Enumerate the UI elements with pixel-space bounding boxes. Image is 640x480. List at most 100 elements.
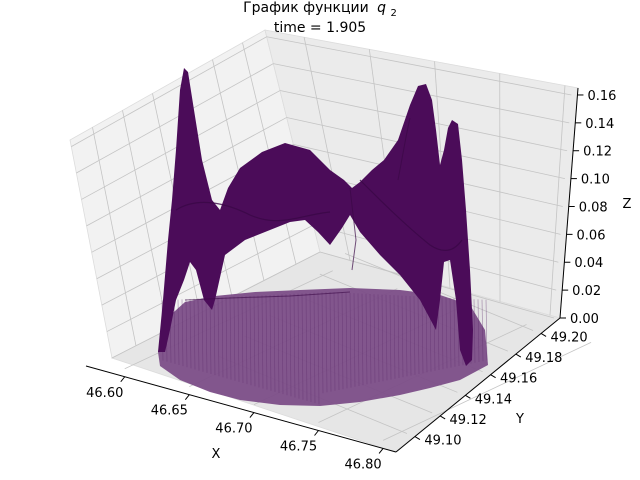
surface-base-hatch (269, 294, 272, 391)
z-tick-label: 0.10 (581, 173, 610, 188)
y-tick-label: 49.12 (450, 413, 487, 428)
z-tick-label: 0.14 (585, 117, 614, 132)
x-tick-label: 46.70 (215, 422, 252, 437)
surface-base-hatch (257, 295, 260, 388)
z-grid-line-left (76, 63, 274, 174)
surface-base-hatch (181, 299, 184, 367)
chart-title: График функции q 2 (243, 0, 397, 19)
surface-ridge-2 (359, 179, 463, 252)
x-grid-line (382, 342, 592, 441)
surface-base-hatch (253, 295, 256, 387)
surface-base-hatch (249, 295, 252, 386)
surface-base-texture (161, 291, 488, 405)
z-tick-label: 0.06 (577, 228, 606, 243)
surface-base-hatch (337, 292, 340, 391)
chart-title-variable: q (377, 0, 386, 16)
x-tick-mark (120, 376, 126, 383)
surface-base-hatch (373, 294, 376, 383)
y-tick-label: 49.14 (475, 392, 512, 407)
surface-base-hatch (397, 295, 400, 379)
surface-base-hatch (245, 296, 248, 385)
surface-base-hatch (361, 293, 364, 386)
surface-base-hatch (309, 292, 312, 403)
y-axis-label: Y (515, 412, 524, 427)
surface-base-hatch (353, 293, 356, 387)
surface-base-hatch (377, 294, 380, 383)
surface-base-hatch (357, 293, 360, 387)
surface-base-hatch (333, 292, 336, 391)
chart-title-prefix: График функции (243, 0, 369, 16)
surface-base-hatch (293, 293, 296, 398)
y-tick-label: 49.20 (550, 330, 587, 345)
y-tick-label: 49.18 (525, 351, 562, 366)
chart-title-subscript: 2 (391, 8, 397, 19)
surface-base-hatch (301, 293, 304, 400)
surface-base-hatch (381, 294, 384, 382)
surface-base-hatch (369, 293, 372, 384)
x-tick-label: 46.60 (86, 386, 123, 401)
surface-base-hatch (209, 297, 212, 375)
surface-base-hatch (237, 296, 240, 382)
surface-base-hatch (201, 298, 204, 372)
x-tick-mark (184, 394, 190, 400)
chart-subtitle: time = 1.905 (274, 20, 366, 36)
surface-ridge-4 (397, 117, 411, 181)
surface-base-hatch (297, 293, 300, 399)
surface-base-hatch (185, 299, 188, 368)
surface-base-hatch (345, 292, 348, 389)
surface-base-hatch (173, 299, 176, 364)
z-tick-label: 0.02 (572, 284, 601, 299)
x-tick-mark (249, 412, 255, 418)
surface-base-hatch (313, 292, 316, 404)
axes: 46.60 46.65 46.70 46.75 46.80 49.10 49.12 49.14… (85, 87, 616, 472)
x-axis-label: X (212, 447, 221, 462)
z-tick-label: 0.12 (583, 145, 612, 160)
surface-base-hatch (177, 299, 180, 366)
surface-main (158, 68, 473, 366)
z-tick-label: 0.08 (579, 200, 608, 215)
surface-base-hatch (285, 294, 288, 396)
surface-base-hatch (485, 299, 488, 361)
surface-base-hatch (281, 294, 284, 395)
y-tick-label: 49.16 (500, 372, 537, 387)
z-tick-label: 0.00 (570, 312, 599, 327)
surface-base-hatch (221, 297, 224, 378)
surface-base-hatch (189, 298, 192, 369)
surface-base-hatch (409, 295, 412, 376)
surface-base-hatch (289, 293, 292, 397)
y-tick-mark (490, 374, 496, 379)
surface-base-hatch (193, 298, 196, 370)
surface-base-hatch (265, 295, 268, 390)
surface-base-hatch (213, 297, 216, 376)
x-tick-label: 46.80 (344, 457, 381, 472)
x-tick-mark (378, 448, 384, 454)
surface-plot (158, 68, 488, 406)
x-axis-line (85, 365, 397, 453)
surface-base-hatch (261, 295, 264, 389)
surface-base-hatch (481, 299, 484, 362)
surface-base-hatch (321, 292, 324, 394)
z-grid-line-back (266, 36, 572, 96)
surface-base-hatch (445, 297, 448, 369)
surface-base-hatch (417, 296, 420, 375)
surface-base-hatch (325, 292, 328, 393)
surface-base-hatch (317, 292, 320, 405)
y-tick-mark (414, 436, 421, 440)
surface-base-hatch (277, 294, 280, 394)
z-grid-line-left (71, 36, 267, 147)
y-tick-mark (540, 333, 547, 337)
surface-base-hatch (389, 294, 392, 380)
y-grid-line-left (212, 59, 265, 281)
surface-base-hatch (305, 293, 308, 401)
surface-base-hatch (441, 297, 444, 370)
surface-base-hatch (273, 294, 276, 392)
y-tick-mark (465, 394, 471, 399)
surface-ridge-5 (184, 291, 351, 301)
surface-base-hatch (241, 296, 244, 383)
z-tick-label: 0.04 (574, 256, 603, 271)
surface-base-hatch (385, 294, 388, 381)
surface-base-hatch (341, 292, 344, 390)
y-grid-line-left (122, 110, 169, 330)
surface-base-hatch (229, 296, 232, 380)
